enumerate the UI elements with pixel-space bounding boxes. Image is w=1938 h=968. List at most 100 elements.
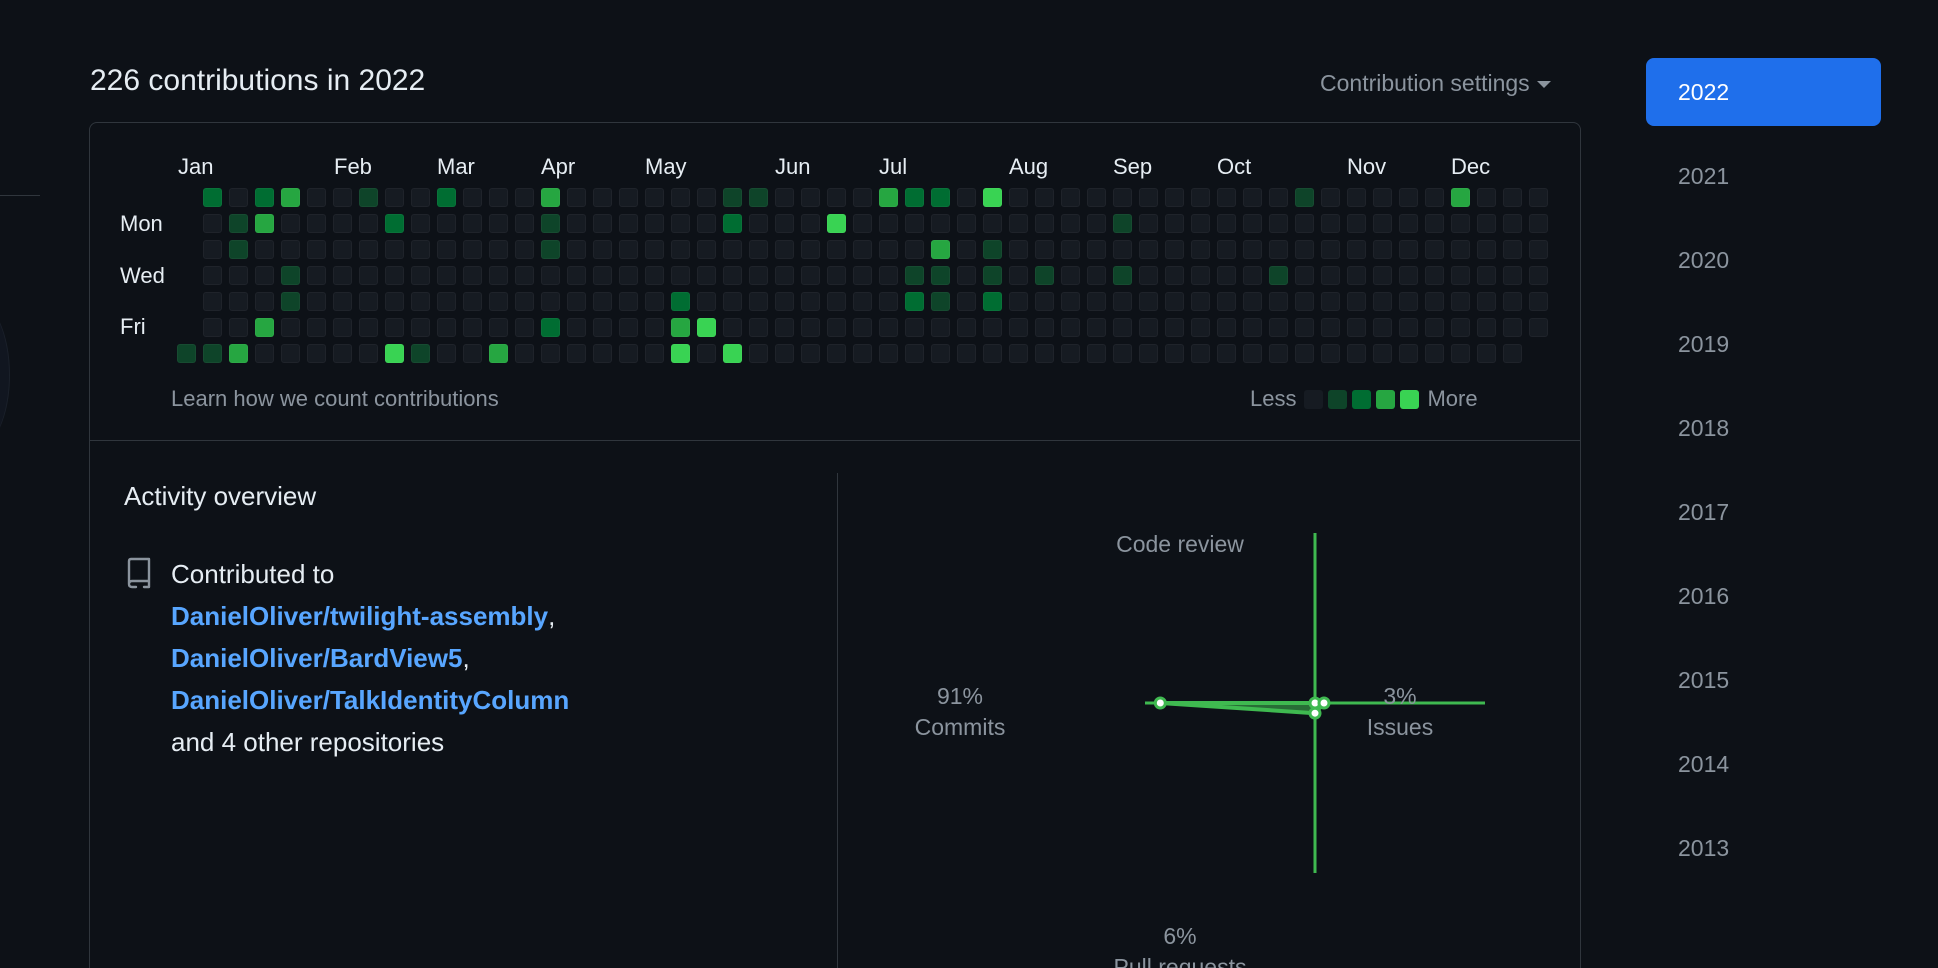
contribution-day[interactable] [827, 188, 846, 207]
contribution-day[interactable] [619, 344, 638, 363]
contribution-day[interactable] [1425, 214, 1444, 233]
contribution-day[interactable] [515, 188, 534, 207]
contribution-day[interactable] [333, 266, 352, 285]
contribution-day[interactable] [1087, 344, 1106, 363]
contribution-day[interactable] [359, 240, 378, 259]
contribution-day[interactable] [645, 188, 664, 207]
contribution-day[interactable] [697, 188, 716, 207]
contribution-day[interactable] [359, 344, 378, 363]
contribution-day[interactable] [567, 214, 586, 233]
contribution-day[interactable] [1373, 266, 1392, 285]
contribution-day[interactable] [1399, 240, 1418, 259]
contribution-day[interactable] [827, 240, 846, 259]
learn-contributions-link[interactable]: Learn how we count contributions [171, 386, 499, 411]
contribution-day[interactable] [1347, 292, 1366, 311]
contribution-day[interactable] [1035, 318, 1054, 337]
year-2020[interactable]: 2020 [1678, 246, 1730, 273]
contribution-day[interactable] [775, 344, 794, 363]
contribution-day[interactable] [801, 344, 820, 363]
year-2017[interactable]: 2017 [1678, 498, 1730, 525]
contribution-day[interactable] [775, 214, 794, 233]
contribution-day[interactable] [437, 214, 456, 233]
contribution-day[interactable] [229, 214, 248, 233]
contribution-day[interactable] [1347, 344, 1366, 363]
contribution-day[interactable] [437, 292, 456, 311]
contribution-day[interactable] [931, 240, 950, 259]
contribution-day[interactable] [1451, 344, 1470, 363]
contribution-day[interactable] [879, 266, 898, 285]
contribution-day[interactable] [1191, 240, 1210, 259]
contribution-day[interactable] [1295, 292, 1314, 311]
repo-link[interactable]: DanielOliver/BardView5 [171, 643, 463, 673]
contribution-day[interactable] [931, 318, 950, 337]
contribution-day[interactable] [1425, 266, 1444, 285]
contribution-day[interactable] [411, 214, 430, 233]
contribution-day[interactable] [1269, 266, 1288, 285]
contribution-day[interactable] [1087, 214, 1106, 233]
contribution-day[interactable] [1139, 188, 1158, 207]
contribution-day[interactable] [775, 292, 794, 311]
contribution-day[interactable] [1373, 318, 1392, 337]
contribution-day[interactable] [879, 188, 898, 207]
contribution-day[interactable] [1269, 292, 1288, 311]
contribution-day[interactable] [645, 292, 664, 311]
contribution-day[interactable] [1009, 344, 1028, 363]
contribution-day[interactable] [1451, 266, 1470, 285]
contribution-day[interactable] [1399, 266, 1418, 285]
contribution-day[interactable] [437, 266, 456, 285]
contribution-day[interactable] [1503, 240, 1522, 259]
contribution-day[interactable] [723, 266, 742, 285]
contribution-day[interactable] [671, 292, 690, 311]
year-2021[interactable]: 2021 [1678, 162, 1730, 189]
contribution-day[interactable] [463, 318, 482, 337]
contribution-day[interactable] [411, 188, 430, 207]
contribution-day[interactable] [1217, 188, 1236, 207]
contribution-day[interactable] [983, 266, 1002, 285]
contribution-day[interactable] [333, 214, 352, 233]
contribution-day[interactable] [697, 344, 716, 363]
contribution-day[interactable] [1009, 214, 1028, 233]
contribution-day[interactable] [1425, 344, 1444, 363]
contribution-day[interactable] [333, 188, 352, 207]
contribution-day[interactable] [1295, 188, 1314, 207]
contribution-day[interactable] [1503, 188, 1522, 207]
contribution-day[interactable] [541, 292, 560, 311]
contribution-day[interactable] [541, 344, 560, 363]
contribution-day[interactable] [1529, 214, 1548, 233]
contribution-day[interactable] [853, 292, 872, 311]
contribution-day[interactable] [1113, 292, 1132, 311]
contribution-day[interactable] [567, 188, 586, 207]
contribution-day[interactable] [1009, 318, 1028, 337]
contribution-day[interactable] [1399, 188, 1418, 207]
year-2015[interactable]: 2015 [1678, 666, 1730, 693]
contribution-day[interactable] [983, 214, 1002, 233]
contribution-day[interactable] [307, 318, 326, 337]
contribution-day[interactable] [619, 188, 638, 207]
contribution-day[interactable] [801, 318, 820, 337]
contribution-day[interactable] [931, 188, 950, 207]
contribution-day[interactable] [1217, 292, 1236, 311]
contribution-day[interactable] [1087, 292, 1106, 311]
contribution-day[interactable] [463, 344, 482, 363]
contribution-day[interactable] [515, 292, 534, 311]
contribution-day[interactable] [1373, 240, 1392, 259]
contribution-day[interactable] [1451, 318, 1470, 337]
contribution-day[interactable] [437, 344, 456, 363]
contribution-day[interactable] [541, 240, 560, 259]
contribution-day[interactable] [671, 344, 690, 363]
contribution-day[interactable] [1165, 266, 1184, 285]
contribution-day[interactable] [1113, 344, 1132, 363]
contribution-day[interactable] [411, 344, 430, 363]
contribution-day[interactable] [801, 214, 820, 233]
contribution-day[interactable] [489, 188, 508, 207]
contribution-day[interactable] [1035, 214, 1054, 233]
contribution-day[interactable] [489, 266, 508, 285]
contribution-day[interactable] [931, 214, 950, 233]
contribution-day[interactable] [671, 188, 690, 207]
contribution-day[interactable] [749, 240, 768, 259]
contribution-day[interactable] [775, 188, 794, 207]
contribution-day[interactable] [749, 344, 768, 363]
contribution-day[interactable] [905, 266, 924, 285]
contribution-day[interactable] [359, 318, 378, 337]
contribution-day[interactable] [931, 266, 950, 285]
